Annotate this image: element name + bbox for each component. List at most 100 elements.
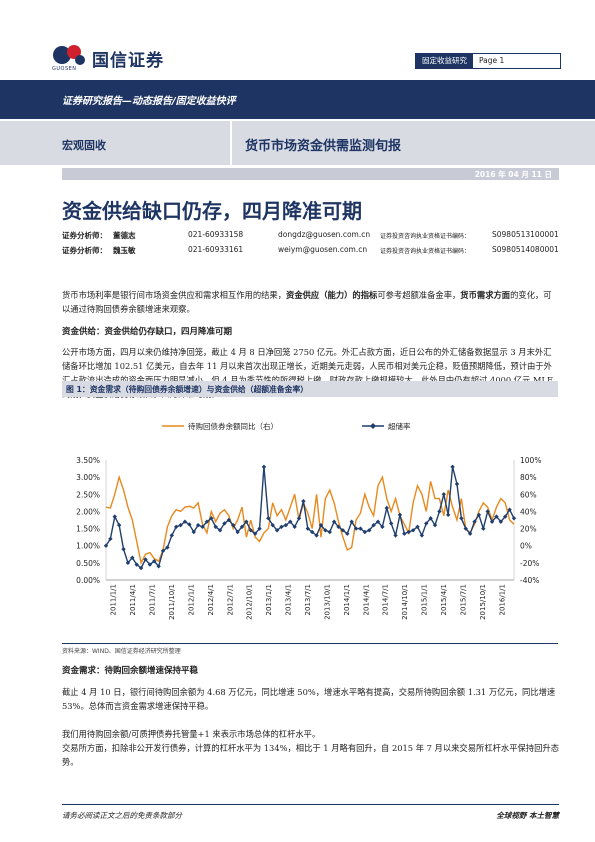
y-left-tick-label: 3.50% xyxy=(76,456,100,465)
data-point xyxy=(507,507,512,512)
data-point xyxy=(445,512,451,518)
section-body: 我们用待购回余额/可质押债券托管量+1 来表示市场总体的杠杆水平。 xyxy=(62,729,321,739)
analyst-cert: S0980513100001 xyxy=(492,230,559,239)
figure-title-bar xyxy=(62,381,558,397)
header-band xyxy=(0,80,595,119)
date-bar xyxy=(62,168,559,180)
legend-label: 超储率 xyxy=(388,421,411,431)
analyst-role: 证券分析师： xyxy=(62,246,107,255)
intro-paragraph: 货币市场利率是银行间市场资金供应和需求相互作用的结果，资金供应（能力）的指标可参… xyxy=(62,288,559,316)
section-name: 宏观固收 xyxy=(62,139,106,152)
data-point xyxy=(454,481,460,487)
data-point xyxy=(143,557,148,562)
analyst-cert-label: 证券投资咨询执业资格证书编码： xyxy=(380,233,471,240)
series-name: 货币市场资金供需监测旬报 xyxy=(245,139,402,154)
figure-title: 图 1：资金需求（待购回债券余额增速）与资金供给（超额准备金率） xyxy=(66,385,309,394)
y-right-tick-label: 20% xyxy=(520,525,537,534)
x-tick-label: 2011/7/1 xyxy=(149,584,157,615)
x-tick-label: 2014/4/1 xyxy=(362,584,370,615)
data-point xyxy=(437,509,442,514)
x-tick-label: 2014/10/1 xyxy=(401,584,409,620)
x-tick-label: 2012/1/1 xyxy=(187,584,195,615)
analyst-name: 董德志 xyxy=(113,231,136,240)
section-heading: 资金需求：待购回余额增速保持平稳 xyxy=(62,666,199,676)
y-right-tick-label: -20% xyxy=(520,559,539,568)
y-right-tick-label: 60% xyxy=(520,490,537,499)
x-tick-label: 2013/7/1 xyxy=(304,584,312,615)
breadcrumb: 证券研究报告—动态报告/固定收益快评 xyxy=(62,96,236,107)
data-point xyxy=(279,524,284,530)
slogan: 全球视野 本土智慧 xyxy=(496,811,559,820)
y-left-tick-label: 1.50% xyxy=(76,525,100,534)
analyst-cert-label: 证券投资咨询执业资格证书编码： xyxy=(380,248,471,255)
analyst-role: 证券分析师： xyxy=(62,231,107,240)
y-left-tick-label: 2.50% xyxy=(76,490,100,499)
x-tick-label: 2016/1/1 xyxy=(498,584,506,615)
analyst-row: 证券分析师： 董德志 xyxy=(62,230,136,241)
data-point xyxy=(261,464,267,470)
page-title: 资金供给缺口仍存，四月降准可期 xyxy=(62,199,362,223)
data-point xyxy=(235,529,240,535)
data-point xyxy=(327,529,332,535)
x-tick-label: 2012/10/1 xyxy=(246,584,254,620)
analyst-phone: 021-60933161 xyxy=(188,245,244,254)
guosen-logo-mark xyxy=(52,42,88,68)
section-body: 截止 4 月 10 日，银行间待购回余额为 4.68 万亿元，同比增速 50%，… xyxy=(62,687,556,711)
data-point xyxy=(450,464,455,470)
analyst-email[interactable]: weiym@guosen.com.cn xyxy=(278,245,368,254)
data-point xyxy=(112,514,117,519)
x-tick-label: 2011/4/1 xyxy=(129,584,137,615)
data-point xyxy=(301,498,306,504)
y-left-tick-label: 2.00% xyxy=(76,507,100,516)
data-point xyxy=(165,545,170,550)
intro-text: 的变化，可以通过待购回债券余额增速来观察。 xyxy=(62,290,552,314)
x-tick-label: 2013/10/1 xyxy=(323,584,331,620)
data-point xyxy=(397,512,403,518)
report-tag: 固定收益研究 Page 1 xyxy=(415,53,561,69)
data-point xyxy=(511,516,517,521)
data-point xyxy=(138,565,144,571)
analyst-email[interactable]: dongdz@guosen.com.cn xyxy=(278,230,371,239)
data-point xyxy=(353,526,359,531)
intro-text: 货币市场利率是银行间市场资金供应和需求相互作用的结果， xyxy=(62,290,287,300)
y-right-tick-label: -40% xyxy=(520,576,539,585)
data-point xyxy=(393,533,398,538)
section-body: 交易所方面，扣除非公开发行债券，计算的杠杆水平为 134%，相比于 1 月略有回… xyxy=(62,743,559,767)
data-point xyxy=(121,546,126,552)
analyst-row: 证券分析师： 魏玉敏 xyxy=(62,245,136,256)
y-left-tick-label: 0.00% xyxy=(76,576,100,585)
data-point xyxy=(305,526,311,531)
x-tick-label: 2012/4/1 xyxy=(207,584,215,615)
y-left-tick-label: 1.00% xyxy=(76,542,100,551)
x-tick-label: 2014/1/1 xyxy=(343,584,351,615)
y-left-tick-label: 0.50% xyxy=(76,559,100,568)
data-point xyxy=(226,517,232,523)
data-point xyxy=(292,524,297,530)
y-right-tick-label: 80% xyxy=(520,473,537,482)
page-number: Page 1 xyxy=(479,56,505,65)
report-date: 2016 年 04 月 11 日 xyxy=(474,170,552,179)
analyst-name: 魏玉敏 xyxy=(113,246,136,255)
legend-label: 待购回债券余额同比（右） xyxy=(188,421,278,431)
chart: 待购回债券余额同比（右） 超储率 0.00% 0.50% 1.00% 1.50% 2.00%… xyxy=(76,421,541,620)
analyst-phone: 021-60933158 xyxy=(188,230,244,239)
data-point xyxy=(309,529,315,535)
data-point xyxy=(481,526,486,531)
x-tick-label: 2013/4/1 xyxy=(285,584,293,615)
x-tick-label: 2012/7/1 xyxy=(226,584,234,615)
x-tick-label: 2015/7/1 xyxy=(459,584,467,615)
divider xyxy=(62,643,558,644)
x-tick-label: 2015/4/1 xyxy=(440,584,448,615)
intro-text: 可参考超额准备金率， xyxy=(377,290,461,300)
data-point xyxy=(147,562,153,567)
data-point xyxy=(441,492,447,497)
data-point xyxy=(169,533,175,538)
data-point xyxy=(204,519,210,524)
figure-source: 资料来源：WIND、国信证券经济研究所整理 xyxy=(62,648,181,655)
intro-bold: 货币需求方面 xyxy=(460,290,511,300)
band-divider xyxy=(230,121,232,165)
data-point xyxy=(402,531,407,536)
data-point xyxy=(388,521,394,526)
x-tick-label: 2014/7/1 xyxy=(382,584,390,615)
x-tick-label: 2015/1/1 xyxy=(421,584,429,615)
